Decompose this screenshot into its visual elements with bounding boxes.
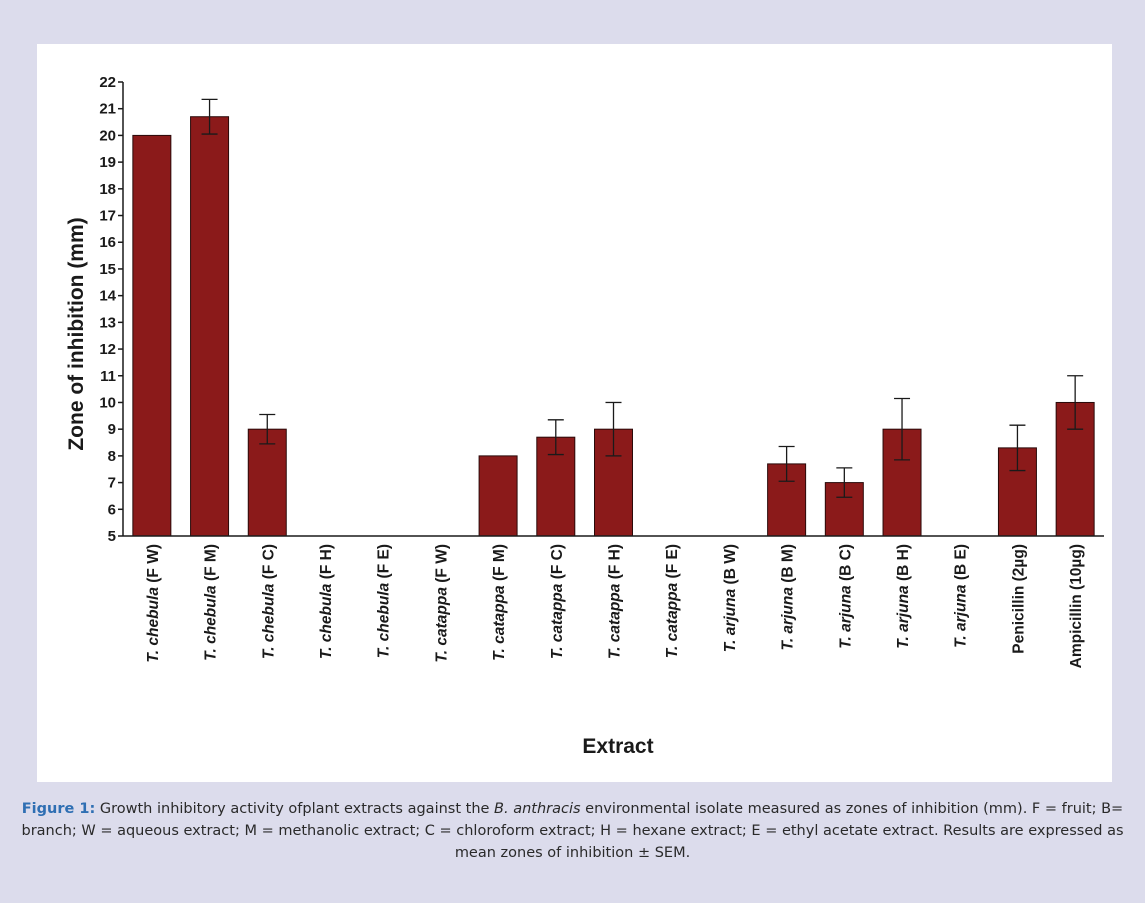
y-tick-label-9: 9 xyxy=(108,421,116,438)
y-tick-label-18: 18 xyxy=(99,181,116,198)
figure-label: Figure 1: xyxy=(21,801,96,817)
y-tick-label-20: 20 xyxy=(99,127,116,144)
x-category-label-16: Penicillin (2µg) xyxy=(1010,544,1027,654)
y-tick-label-19: 19 xyxy=(99,154,116,171)
y-tick-label-11: 11 xyxy=(100,368,116,385)
bar-7 xyxy=(478,455,518,537)
error-bar-17 xyxy=(1067,375,1084,430)
x-category-label-1: T. chebula (F W) xyxy=(145,544,162,663)
x-category-label-10: T. catappa (F E) xyxy=(664,544,681,658)
error-bar-3 xyxy=(259,413,276,445)
x-category-label-15: T. arjuna (B E) xyxy=(953,544,970,648)
figure-panel: 5 6 7 8 9 10 11 12 13 14 15 16 17 18 19 20 21 22 T. chebu… xyxy=(37,44,1112,782)
x-category-label-2: T. chebula (F M) xyxy=(203,544,220,661)
bars-group xyxy=(132,116,1095,537)
x-category-label-9: T. catappa (F H) xyxy=(607,544,624,659)
figure-caption: Figure 1: Growth inhibitory activity ofp… xyxy=(0,798,1145,864)
y-tick-label-16: 16 xyxy=(99,234,116,251)
bar-chart: 5 6 7 8 9 10 11 12 13 14 15 16 17 18 19 20 21 22 T. chebu… xyxy=(65,74,1104,758)
x-category-label-3: T. chebula (F C) xyxy=(260,544,277,659)
y-tick-label-12: 12 xyxy=(99,341,116,358)
bar-13 xyxy=(824,482,864,537)
caption-text-3: environmental isolate measured as zones … xyxy=(21,801,1124,861)
y-tick-label-17: 17 xyxy=(99,208,116,225)
error-bar-8 xyxy=(547,419,564,456)
x-category-label-5: T. chebula (F E) xyxy=(376,544,393,658)
y-tick-label-14: 14 xyxy=(99,288,116,305)
error-bar-16 xyxy=(1009,424,1026,472)
x-category-label-7: T. catappa (F M) xyxy=(491,544,508,661)
x-category-label-4: T. chebula (F H) xyxy=(318,544,335,659)
error-bars-group xyxy=(201,98,1084,498)
y-tick-label-5: 5 xyxy=(108,528,116,545)
x-category-label-12: T. arjuna (B M) xyxy=(780,544,797,651)
x-category-label-13: T. arjuna (B C) xyxy=(837,544,854,649)
error-bar-14 xyxy=(894,397,911,461)
x-category-label-14: T. arjuna (B H) xyxy=(895,544,912,649)
error-bar-9 xyxy=(605,401,622,457)
error-bar-2 xyxy=(201,98,218,135)
x-category-label-17: Ampicillin (10µg) xyxy=(1068,544,1085,668)
x-axis-title: Extract xyxy=(582,735,653,758)
bar-2 xyxy=(190,116,230,537)
axes-group xyxy=(122,82,1104,537)
y-tick-label-8: 8 xyxy=(108,448,116,465)
y-tick-label-10: 10 xyxy=(99,394,116,411)
y-tick-label-13: 13 xyxy=(99,314,116,331)
error-bar-13 xyxy=(836,467,853,498)
bar-1 xyxy=(132,134,172,537)
bar-3 xyxy=(247,428,287,537)
x-category-label-11: T. arjuna (B W) xyxy=(722,544,739,652)
error-bar-12 xyxy=(778,445,795,482)
x-labels-group: T. chebula (F W) T. chebula (F M) T. chebu… xyxy=(145,544,1085,668)
x-category-label-6: T. catappa (F W) xyxy=(433,544,450,663)
x-category-label-8: T. catappa (F C) xyxy=(549,544,566,659)
caption-text-1: Growth inhibitory activity ofplant extra… xyxy=(95,801,495,817)
y-tick-label-7: 7 xyxy=(108,475,116,492)
y-tick-label-21: 21 xyxy=(99,101,116,118)
caption-text-2: B. anthracis xyxy=(494,801,581,817)
y-axis-title: Zone of inhibition (mm) xyxy=(65,217,88,450)
y-tick-label-15: 15 xyxy=(99,261,116,278)
y-tick-label-22: 22 xyxy=(99,74,116,91)
y-tick-label-6: 6 xyxy=(108,501,116,518)
y-ticks-group: 5 6 7 8 9 10 11 12 13 14 15 16 17 18 19 20 21 22 xyxy=(99,74,123,545)
